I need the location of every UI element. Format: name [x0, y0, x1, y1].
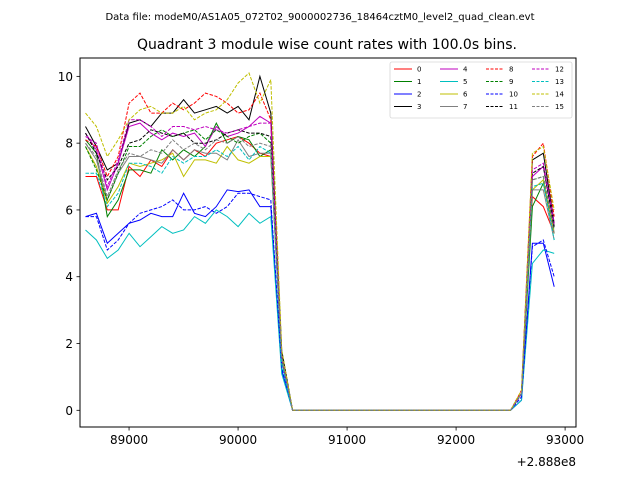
- series-line-1: [85, 121, 555, 411]
- legend-label-15: 15: [555, 103, 564, 111]
- legend-label-2: 2: [417, 91, 421, 99]
- data-file-label: Data file: modeM0/AS1A05_072T02_90000027…: [105, 12, 534, 23]
- legend-label-14: 14: [555, 91, 564, 99]
- legend-label-12: 12: [555, 66, 564, 74]
- y-tick-label: 8: [65, 137, 73, 151]
- legend-label-6: 6: [463, 91, 468, 99]
- chart-title: Quadrant 3 module wise count rates with …: [137, 37, 517, 53]
- series-line-13: [85, 145, 555, 411]
- series-line-7: [85, 138, 555, 411]
- series-line-10: [85, 192, 555, 411]
- series-line-2: [85, 189, 555, 411]
- legend-label-1: 1: [417, 78, 421, 86]
- legend-label-5: 5: [463, 78, 467, 86]
- series-line-9: [85, 129, 555, 411]
- plot-frame: [79, 57, 577, 428]
- series-line-12: [85, 119, 555, 411]
- legend-label-0: 0: [417, 66, 421, 74]
- series-line-0: [85, 135, 555, 411]
- x-tick-label: 93000: [546, 433, 584, 447]
- x-tick-label: 89000: [110, 433, 148, 447]
- y-tick-label: 6: [65, 203, 73, 217]
- legend-label-11: 11: [509, 103, 518, 111]
- legend-label-9: 9: [509, 78, 513, 86]
- y-tick-label: 0: [65, 404, 73, 418]
- series-line-14: [85, 72, 555, 411]
- y-tick-label: 10: [58, 70, 73, 84]
- y-tick-label: 4: [65, 270, 73, 284]
- legend-label-10: 10: [509, 91, 518, 99]
- series-line-4: [85, 115, 555, 411]
- legend-label-3: 3: [417, 103, 421, 111]
- x-tick-label: 90000: [219, 433, 257, 447]
- series-line-11: [85, 129, 555, 411]
- legend-label-8: 8: [509, 66, 513, 74]
- x-offset-label: +2.888e8: [517, 455, 576, 469]
- legend-label-13: 13: [555, 78, 564, 86]
- x-tick-label: 92000: [437, 433, 475, 447]
- legend-label-4: 4: [463, 66, 468, 74]
- series-line-6: [85, 145, 555, 411]
- y-tick-label: 2: [65, 337, 73, 351]
- series-line-15: [85, 135, 555, 411]
- legend-box: [389, 61, 573, 119]
- series-line-5: [85, 209, 555, 411]
- series-line-8: [85, 92, 555, 411]
- y-axis: 0 2 4 6 8 10: [58, 70, 80, 418]
- legend-label-7: 7: [463, 103, 467, 111]
- x-axis: 89000 90000 91000 92000 93000: [110, 427, 584, 447]
- series-layer: [85, 72, 555, 411]
- x-tick-label: 91000: [328, 433, 366, 447]
- series-line-3: [85, 74, 555, 411]
